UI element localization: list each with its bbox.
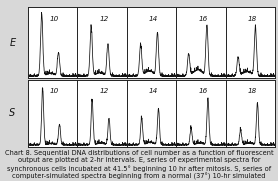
Text: E: E [9,37,16,48]
Text: Chart 8. Sequential DNA distributions of cell number as a function of fluorescen: Chart 8. Sequential DNA distributions of… [5,150,273,181]
Text: 12: 12 [100,16,109,22]
Text: S: S [9,108,16,118]
Text: 14: 14 [149,88,158,94]
Text: 14: 14 [149,16,158,22]
Text: 12: 12 [100,88,109,94]
Text: 18: 18 [248,16,257,22]
Text: 10: 10 [50,16,59,22]
Text: 10: 10 [50,88,59,94]
Text: 16: 16 [198,88,208,94]
Text: 16: 16 [198,16,208,22]
Text: 18: 18 [248,88,257,94]
